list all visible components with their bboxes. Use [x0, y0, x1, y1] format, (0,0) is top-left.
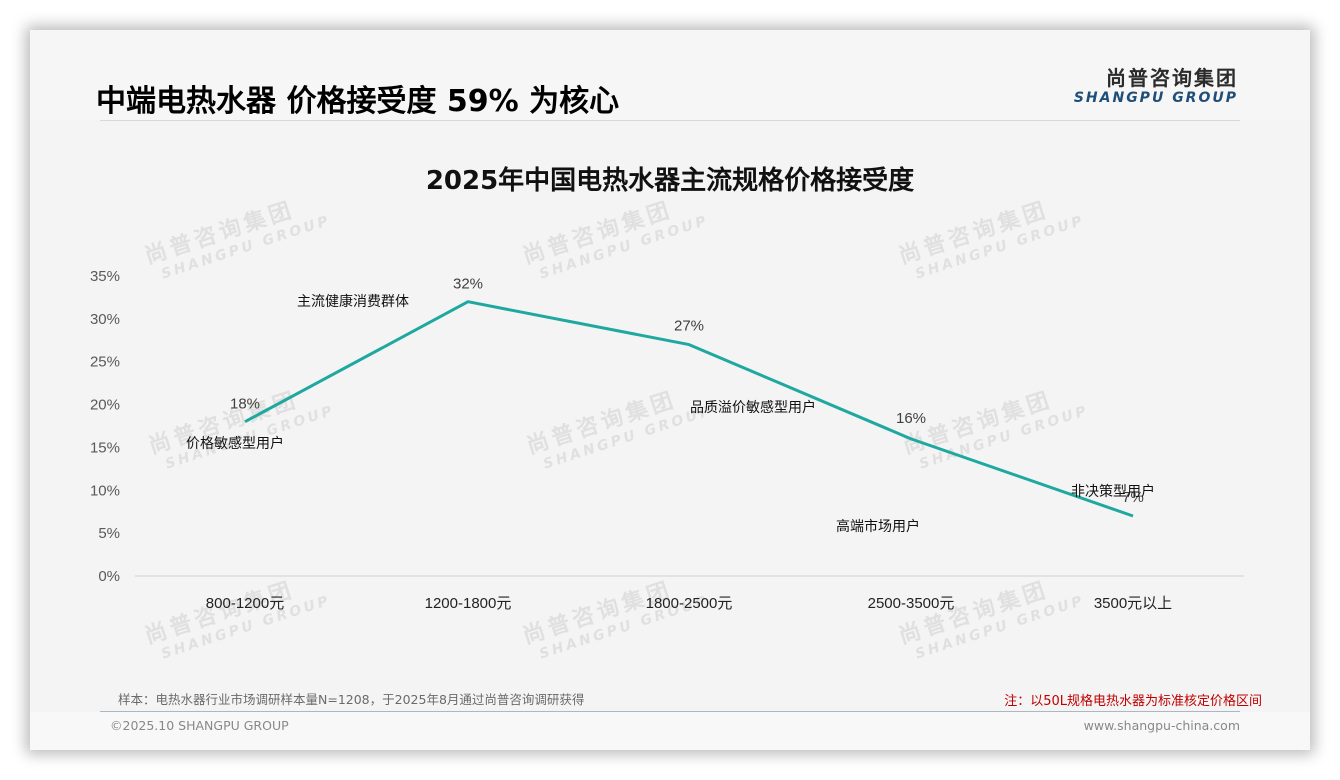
y-tick-label: 5% — [98, 525, 120, 542]
data-value-label: 18% — [230, 396, 260, 413]
logo-en-text: SHANGPU GROUP — [1073, 90, 1238, 106]
sample-note: 样本：电热水器行业市场调研样本量N=1208，于2025年8月通过尚普咨询调研获… — [118, 692, 585, 707]
segment-annotation: 价格敏感型用户 — [186, 435, 284, 452]
x-axis: 800-1200元 1200-1800元 1800-2500元 2500-3500元 3… — [206, 595, 1172, 612]
logo-cn-text: 尚普咨询集团 — [1106, 66, 1238, 90]
x-tick-label: 2500-3500元 — [868, 595, 955, 612]
line-chart: 0% 5% 10% 15% 20% 25% 30% 35% 800-1200元 1200-180… — [90, 268, 1244, 612]
header-band — [30, 30, 1310, 120]
chart-title: 2025年中国电热水器主流规格价格接受度 — [425, 166, 915, 196]
x-tick-label: 1800-2500元 — [646, 595, 733, 612]
segment-annotation: 高端市场用户 — [836, 518, 920, 535]
data-value-label: 16% — [896, 410, 926, 427]
x-tick-label: 1200-1800元 — [425, 595, 512, 612]
y-tick-label: 20% — [90, 397, 120, 414]
y-tick-label: 0% — [98, 568, 120, 585]
data-value-label: 27% — [674, 318, 704, 335]
x-tick-label: 3500元以上 — [1094, 595, 1172, 612]
y-tick-label: 30% — [90, 311, 120, 328]
x-tick-label: 800-1200元 — [206, 595, 284, 612]
y-tick-label: 35% — [90, 268, 120, 285]
page-title: 中端电热水器 价格接受度 59% 为核心 — [96, 84, 620, 119]
slide: 中端电热水器 价格接受度 59% 为核心 尚普咨询集团 SHANGPU GROU… — [30, 30, 1310, 750]
footer-band — [30, 712, 1310, 750]
segment-annotation: 非决策型用户 — [1071, 483, 1155, 500]
segment-annotation: 主流健康消费群体 — [297, 293, 409, 310]
y-tick-label: 15% — [90, 439, 120, 456]
y-axis: 0% 5% 10% 15% 20% 25% 30% 35% — [90, 268, 120, 585]
price-range-note: 注：以50L规格电热水器为标准核定价格区间 — [1004, 694, 1262, 709]
title-divider — [100, 120, 1240, 121]
y-tick-label: 10% — [90, 482, 120, 499]
data-value-label: 7% — [1122, 489, 1144, 506]
company-logo: 尚普咨询集团 SHANGPU GROUP — [1074, 66, 1238, 106]
footer-divider — [100, 711, 1240, 712]
website-link[interactable]: www.shangpu-china.com — [1083, 718, 1240, 733]
y-tick-label: 25% — [90, 354, 120, 371]
data-value-label: 32% — [453, 276, 483, 293]
value-labels: 18% 32% 27% 16% 7% — [230, 276, 1144, 506]
segment-annotation: 品质溢价敏感型用户 — [690, 399, 816, 416]
copyright: ©2025.10 SHANGPU GROUP — [110, 718, 289, 733]
series-line — [244, 300, 1134, 518]
